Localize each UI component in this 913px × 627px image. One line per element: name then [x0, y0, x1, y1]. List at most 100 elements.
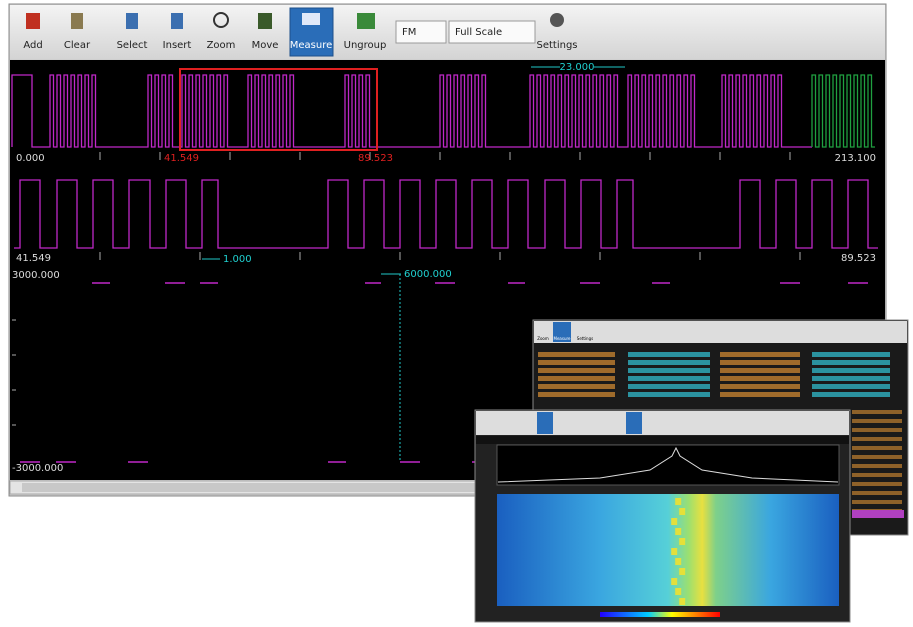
inset-trace — [852, 410, 902, 414]
button-label[interactable]: Measure — [290, 40, 333, 51]
inset-trace — [812, 360, 890, 365]
digital-trace — [11, 74, 812, 148]
inset-trace — [852, 510, 904, 518]
active-button — [553, 322, 571, 342]
button-label[interactable]: Insert — [163, 40, 192, 51]
inset-toolbar — [476, 411, 849, 435]
scroll-thumb[interactable] — [22, 483, 642, 492]
spectrogram — [497, 494, 839, 606]
spectrogram-peak — [679, 568, 686, 575]
button-label[interactable]: Zoom — [207, 40, 236, 51]
inset-trace — [628, 384, 710, 389]
inset-trace — [852, 428, 902, 432]
inset-trace — [720, 352, 800, 357]
inset-trace — [538, 392, 615, 397]
axis-label: 3000.000 — [12, 270, 60, 281]
inset-trace — [538, 368, 615, 373]
time-label: 41.549 — [16, 253, 51, 264]
inset-trace — [538, 376, 615, 381]
icon — [258, 13, 272, 29]
active-button — [537, 412, 553, 434]
inset-trace — [538, 352, 615, 357]
inset-trace — [720, 392, 800, 397]
inset-label: Zoom — [537, 336, 549, 341]
icon — [171, 13, 183, 29]
inset-trace — [720, 376, 800, 381]
waveforms — [11, 74, 878, 463]
inset-trace — [812, 392, 890, 397]
inset-trace — [628, 360, 710, 365]
spectrum-plot — [496, 444, 840, 486]
axis-label: -3000.000 — [12, 463, 63, 474]
mode-select[interactable] — [395, 20, 447, 44]
selection-label: 89.523 — [358, 153, 393, 164]
spectrogram-peak — [679, 508, 686, 515]
icon — [26, 13, 40, 29]
inset-trace — [852, 473, 902, 477]
inset-trace — [852, 500, 902, 504]
inset-trace — [720, 368, 800, 373]
inset-trace — [628, 368, 710, 373]
scale-value: Full Scale — [455, 27, 502, 38]
inset-trace — [812, 384, 890, 389]
button-label[interactable]: Settings — [536, 40, 577, 51]
icon — [550, 13, 564, 27]
mode-value: FM — [402, 27, 416, 38]
measure-label: 1.000 — [223, 254, 252, 265]
spectrogram-peak — [675, 588, 682, 595]
icon — [357, 13, 375, 29]
icon — [213, 12, 229, 28]
time-label: 213.100 — [835, 153, 876, 164]
digital-trace — [811, 74, 875, 148]
inset-trace — [812, 352, 890, 357]
time-label: 0.000 — [16, 153, 45, 164]
inset-trace — [812, 368, 890, 373]
inset-trace — [852, 482, 902, 486]
inset-trace — [852, 446, 902, 450]
spectrogram-peak — [671, 578, 678, 585]
inset-trace — [852, 464, 902, 468]
time-label: 89.523 — [841, 253, 876, 264]
button-label[interactable]: Select — [117, 40, 148, 51]
button-label[interactable]: Add — [23, 40, 42, 51]
scale-select[interactable] — [448, 20, 536, 44]
active-button — [626, 412, 642, 434]
inset-trace — [852, 437, 902, 441]
toolbar — [10, 5, 885, 59]
icon — [126, 13, 138, 29]
inset-trace — [852, 419, 902, 423]
selection-label: 41.549 — [164, 153, 199, 164]
spectrogram-peak — [679, 538, 686, 545]
inset-toolbar — [534, 321, 907, 343]
icon — [71, 13, 83, 29]
selection-box — [179, 68, 378, 151]
button-label[interactable]: Clear — [64, 40, 91, 51]
inset-label: Settings — [577, 336, 593, 341]
icon — [302, 13, 320, 25]
inset-trace — [720, 360, 800, 365]
inset-label: Measure — [554, 336, 572, 341]
measure-bg — [560, 61, 594, 73]
spectrogram-peak — [671, 548, 678, 555]
inset-trace — [628, 392, 710, 397]
button-label[interactable]: Move — [252, 40, 279, 51]
inset-trace — [628, 352, 710, 357]
toolbar-icons — [26, 12, 564, 29]
color-bar — [600, 612, 720, 617]
inset-trace — [852, 455, 902, 459]
measure-label: 23.000 — [560, 62, 595, 73]
spectrum-trace — [497, 446, 839, 483]
inset-trace — [852, 491, 902, 495]
inset-trace — [538, 360, 615, 365]
digital-trace — [14, 179, 878, 249]
spectrogram-peak — [675, 558, 682, 565]
spectrogram-peak — [679, 598, 686, 605]
button-label[interactable]: Ungroup — [344, 40, 387, 51]
inset-trace — [720, 384, 800, 389]
inset-statusbar — [476, 436, 849, 444]
inset-content — [538, 352, 904, 518]
spectrogram-peak — [675, 528, 682, 535]
inset-trace — [812, 376, 890, 381]
spectrogram-peak — [675, 498, 682, 505]
